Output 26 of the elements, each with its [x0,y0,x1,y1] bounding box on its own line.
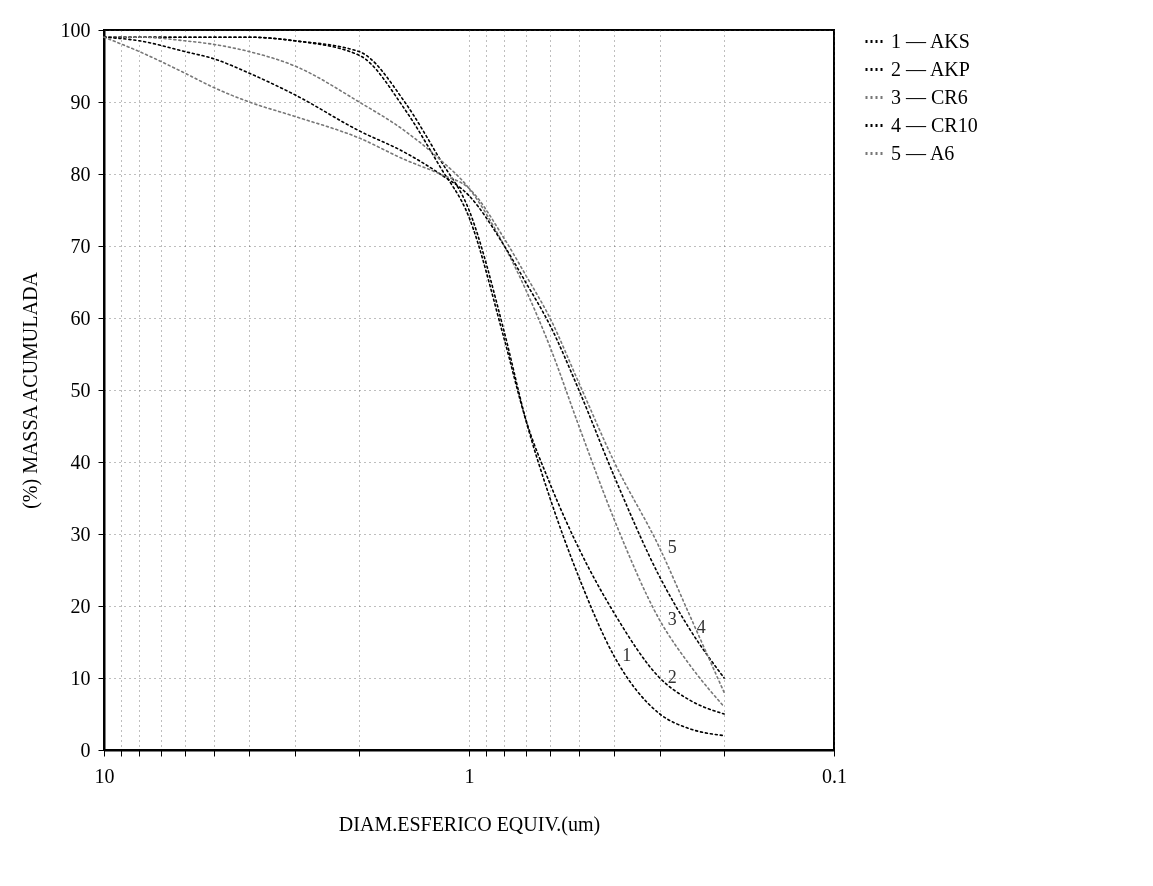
legend-label: 3 — CR6 [891,85,968,108]
x-axis-title: DIAM.ESFERICO EQUIV.(um) [338,812,601,836]
y-tick-label: 70 [70,234,91,257]
annotation: 4 [696,616,706,637]
annotation: 1 [622,645,632,666]
x-tick-label: 10 [94,764,115,787]
y-tick-label: 50 [70,378,91,401]
y-tick-label: 90 [70,90,91,113]
x-tick-label: 0.1 [822,764,847,787]
y-tick-label: 80 [70,162,91,185]
legend-label: 4 — CR10 [891,113,978,136]
annotation: 5 [667,537,677,558]
y-tick-label: 10 [70,666,91,689]
legend-label: 1 — AKS [891,29,970,52]
y-tick-label: 40 [70,450,91,473]
x-tick-label: 1 [464,764,475,787]
legend-label: 5 — A6 [891,141,955,164]
legend-label: 2 — AKP [891,57,970,80]
annotation: 3 [667,609,677,630]
y-tick-label: 0 [80,738,91,761]
y-tick-label: 60 [70,306,91,329]
annotation: 2 [667,667,677,687]
y-tick-label: 20 [70,594,91,617]
y-tick-label: 100 [60,18,91,41]
y-tick-label: 30 [70,522,91,545]
y-axis-title: (%) MASSA ACUMULADA [18,271,42,509]
